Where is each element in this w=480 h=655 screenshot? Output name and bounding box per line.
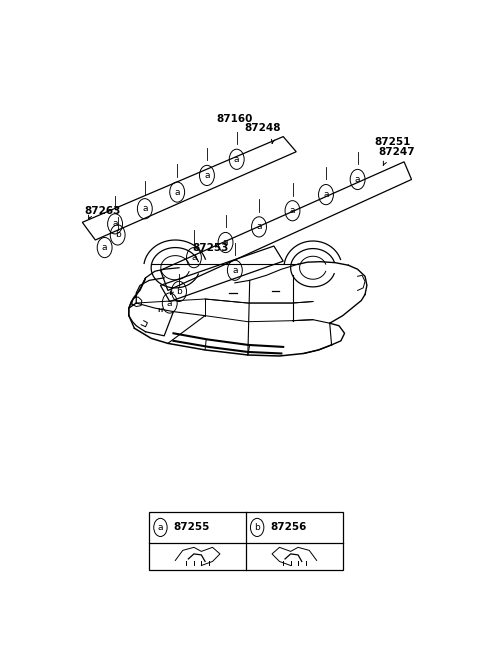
Text: a: a <box>174 187 180 196</box>
Text: 87160: 87160 <box>216 114 253 124</box>
Text: a: a <box>355 175 360 184</box>
Text: a: a <box>191 253 197 262</box>
Text: b: b <box>254 523 260 532</box>
Text: b: b <box>115 231 120 240</box>
Text: a: a <box>256 223 262 231</box>
Text: a: a <box>234 155 240 164</box>
Text: 87251: 87251 <box>374 137 411 147</box>
Text: 87253: 87253 <box>192 242 228 253</box>
Text: a: a <box>112 219 118 229</box>
Text: a: a <box>223 238 228 247</box>
Text: a: a <box>232 266 238 274</box>
Text: a: a <box>142 204 147 214</box>
Text: 87255: 87255 <box>173 523 210 533</box>
Text: a: a <box>204 171 210 180</box>
Text: b: b <box>176 287 182 296</box>
Text: a: a <box>102 243 108 252</box>
Text: 87248: 87248 <box>244 122 281 132</box>
Text: 87263: 87263 <box>84 206 120 215</box>
Text: a: a <box>167 299 172 308</box>
Text: 87256: 87256 <box>270 523 307 533</box>
Text: 87247: 87247 <box>378 147 415 157</box>
Text: a: a <box>323 190 329 199</box>
Text: H: H <box>158 308 163 313</box>
Text: a: a <box>290 206 295 215</box>
Text: a: a <box>158 523 163 532</box>
